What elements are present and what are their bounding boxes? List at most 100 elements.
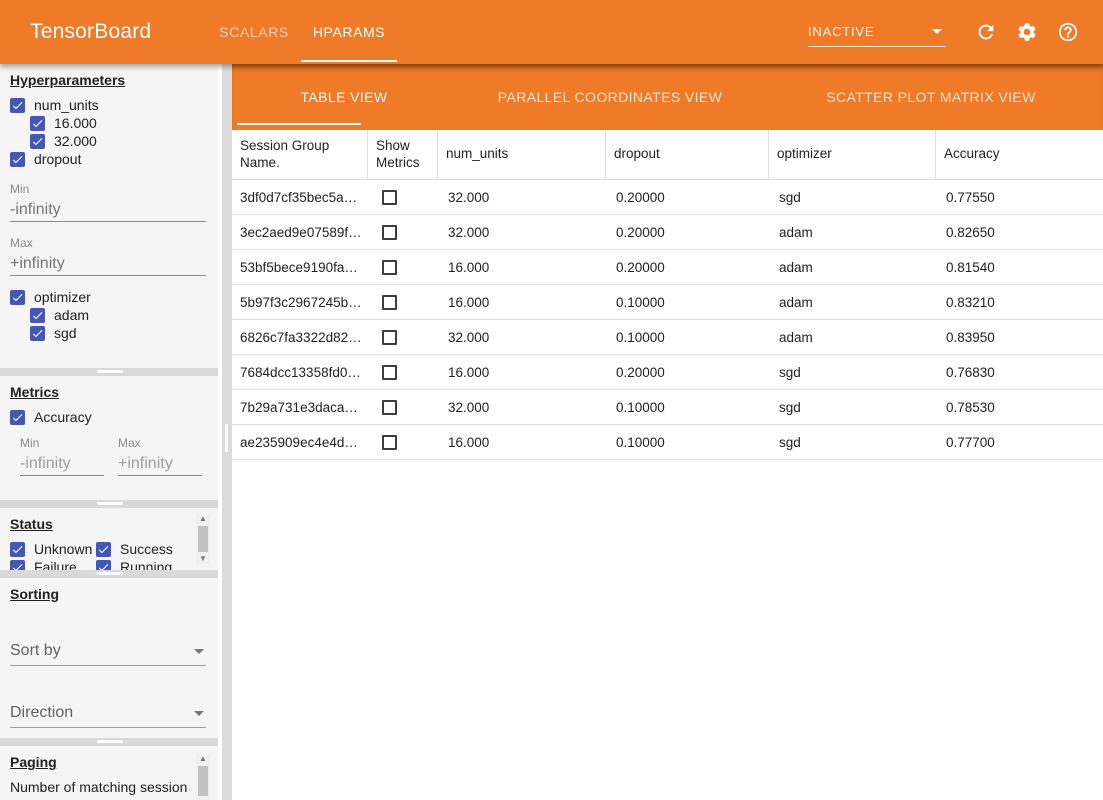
column-header-num-units[interactable]: num_units: [438, 130, 606, 179]
num-units-value: 32.000: [448, 329, 490, 345]
active-tab-indicator: [237, 123, 361, 125]
dropout-value: 0.20000: [616, 259, 665, 275]
run-status-dropdown[interactable]: INACTIVE: [808, 17, 946, 47]
metrics-max-input[interactable]: [118, 452, 202, 476]
checkbox-row-optimizer[interactable]: optimizer: [10, 288, 218, 306]
optimizer-value: sgd: [779, 434, 801, 450]
checked-checkbox-icon: [30, 115, 45, 131]
num-units-value: 16.000: [448, 259, 490, 275]
checked-checkbox-icon: [10, 409, 25, 425]
tab-scalars-label: SCALARS: [219, 24, 289, 40]
unchecked-checkbox[interactable]: [382, 259, 397, 275]
metrics-max-label: Max: [118, 436, 141, 450]
show-metrics-cell: [368, 285, 438, 319]
checked-checkbox-icon: [10, 97, 25, 113]
scrollbar-thumb[interactable]: [198, 526, 208, 552]
tab-hparams[interactable]: HPARAMS: [300, 0, 398, 64]
section-resize-handle[interactable]: [0, 570, 218, 578]
unchecked-checkbox[interactable]: [382, 364, 397, 380]
dropout-min-input[interactable]: [10, 198, 206, 222]
section-resize-handle[interactable]: [0, 738, 218, 746]
toolbar-nav-tabs: SCALARS HPARAMS: [207, 0, 398, 64]
checkbox-row-unknown[interactable]: Unknown: [10, 540, 96, 558]
dropout-max-label: Max: [10, 236, 33, 250]
paging-scrollbar[interactable]: ▲: [196, 754, 210, 800]
scrollbar-thumb[interactable]: [198, 766, 208, 796]
unchecked-checkbox[interactable]: [382, 294, 397, 310]
table-row: 5b97f3c2967245b… 16.000 0.10000 adam 0.8…: [232, 285, 1103, 320]
tab-table-view[interactable]: TABLE VIEW: [301, 64, 388, 130]
section-hyperparameters: Hyperparameters num_units 16.000 32.000 …: [0, 64, 218, 368]
dropout-value: 0.10000: [616, 329, 665, 345]
tab-scatter-plot-matrix-label: SCATTER PLOT MATRIX VIEW: [826, 89, 1036, 105]
refresh-icon[interactable]: [975, 21, 997, 43]
settings-gear-icon[interactable]: [1016, 21, 1038, 43]
accuracy-value: 0.83210: [946, 294, 995, 310]
tab-scatter-plot-matrix-view[interactable]: SCATTER PLOT MATRIX VIEW: [826, 64, 1036, 130]
checkbox-row-accuracy[interactable]: Accuracy: [10, 408, 218, 426]
app-title: TensorBoard: [30, 20, 152, 43]
value-16-label: 16.000: [54, 115, 97, 131]
show-metrics-cell: [368, 320, 438, 354]
column-header-accuracy[interactable]: Accuracy: [944, 146, 1000, 162]
dropout-max-input[interactable]: [10, 252, 206, 276]
chevron-down-icon: [932, 29, 942, 34]
show-metrics-cell: [368, 215, 438, 249]
checkbox-row-success[interactable]: Success: [96, 540, 218, 558]
chevron-down-icon: [194, 711, 204, 716]
dropout-min-label: Min: [10, 182, 30, 196]
checkbox-row-failure[interactable]: Failure: [10, 558, 96, 570]
section-status: Status Unknown Success Failure Running: [0, 508, 218, 570]
optimizer-label: optimizer: [34, 289, 91, 305]
scroll-up-icon[interactable]: ▲: [199, 754, 207, 763]
metrics-min-input[interactable]: [20, 452, 104, 476]
checkbox-row-dropout[interactable]: dropout: [10, 150, 218, 168]
column-header-dropout[interactable]: dropout: [606, 130, 769, 179]
checkbox-row-running[interactable]: Running: [96, 558, 218, 570]
checkbox-row-32[interactable]: 32.000: [30, 132, 218, 150]
sidebar-splitter[interactable]: [222, 64, 232, 800]
drag-handle-icon: [97, 502, 123, 505]
dropout-value: 0.20000: [616, 364, 665, 380]
metrics-title: Metrics: [10, 384, 60, 400]
column-header-show-metrics[interactable]: Show Metrics: [368, 130, 438, 179]
checked-checkbox-icon: [10, 559, 25, 570]
sort-by-dropdown[interactable]: Sort by: [10, 636, 206, 666]
tab-parallel-coordinates-view[interactable]: PARALLEL COORDINATES VIEW: [498, 64, 722, 130]
checkbox-row-adam[interactable]: adam: [30, 306, 218, 324]
checkbox-row-16[interactable]: 16.000: [30, 114, 218, 132]
column-header-session-group-name[interactable]: Session Group Name.: [232, 130, 368, 179]
section-resize-handle[interactable]: [0, 368, 218, 376]
show-metrics-cell: [368, 180, 438, 214]
table-row: 7b29a731e3daca… 32.000 0.10000 sgd 0.785…: [232, 390, 1103, 425]
tab-scalars[interactable]: SCALARS: [207, 0, 301, 64]
direction-dropdown[interactable]: Direction: [10, 698, 206, 728]
num-units-value: 32.000: [448, 189, 490, 205]
scroll-up-icon[interactable]: ▲: [199, 514, 207, 523]
sgd-label: sgd: [54, 325, 77, 341]
drag-handle-icon: [97, 370, 123, 373]
show-metrics-cell: [368, 355, 438, 389]
num-units-label: num_units: [34, 97, 99, 113]
drag-handle-icon: [97, 740, 123, 743]
checked-checkbox-icon: [10, 541, 25, 557]
unchecked-checkbox[interactable]: [382, 329, 397, 345]
checkbox-row-sgd[interactable]: sgd: [30, 324, 218, 342]
status-title: Status: [10, 516, 53, 532]
num-units-value: 32.000: [448, 399, 490, 415]
status-scrollbar[interactable]: ▲ ▼: [196, 514, 210, 564]
checkbox-row-num-units[interactable]: num_units: [10, 96, 218, 114]
unchecked-checkbox[interactable]: [382, 189, 397, 205]
optimizer-value: sgd: [779, 399, 801, 415]
section-resize-handle[interactable]: [0, 500, 218, 508]
unchecked-checkbox[interactable]: [382, 434, 397, 450]
unchecked-checkbox[interactable]: [382, 399, 397, 415]
help-icon[interactable]: [1057, 21, 1079, 43]
unchecked-checkbox[interactable]: [382, 224, 397, 240]
run-status-value: INACTIVE: [808, 24, 875, 39]
paging-title: Paging: [10, 754, 57, 770]
scroll-down-icon[interactable]: ▼: [199, 554, 207, 563]
column-header-optimizer[interactable]: optimizer: [769, 130, 936, 179]
optimizer-value: sgd: [779, 364, 801, 380]
tab-hparams-label: HPARAMS: [312, 24, 386, 40]
